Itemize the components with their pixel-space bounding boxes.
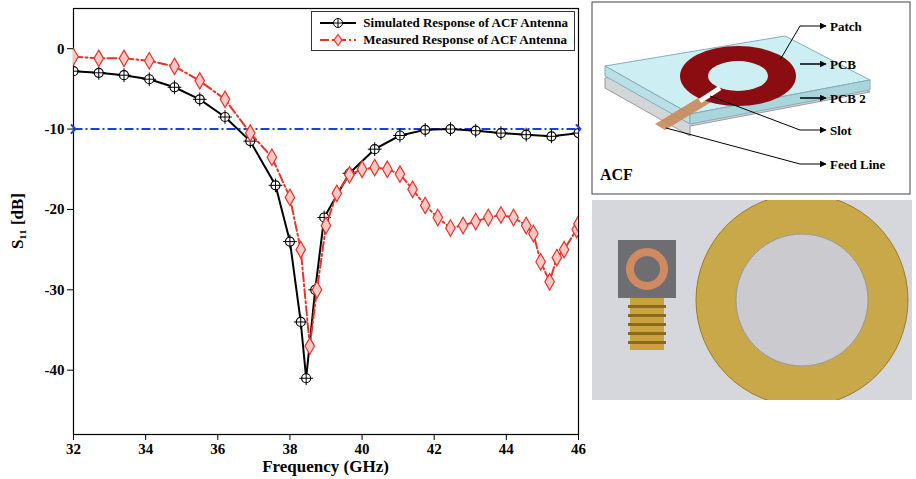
svg-text:-40: -40	[45, 362, 65, 378]
svg-text:PCB 2: PCB 2	[830, 91, 866, 106]
svg-text:42: 42	[427, 441, 442, 457]
svg-text:PCB: PCB	[830, 57, 856, 72]
svg-text:Feed Line: Feed Line	[830, 157, 885, 172]
svg-text:Patch: Patch	[830, 19, 863, 34]
svg-text:38: 38	[282, 441, 297, 457]
svg-text:46: 46	[571, 441, 587, 457]
svg-text:0: 0	[57, 40, 65, 56]
html-text:Simulated Response of ACF Ante: Simulated Response of ACF Antenna	[363, 14, 568, 30]
svg-text:-20: -20	[45, 201, 65, 217]
svg-text:ACF: ACF	[600, 166, 633, 183]
html-text:Measured Response of ACF Anten: Measured Response of ACF Antenna	[363, 31, 567, 47]
html-text:S₁₁ [dB]: S₁₁ [dB]	[8, 193, 27, 249]
svg-text:36: 36	[210, 441, 226, 457]
svg-text:40: 40	[355, 441, 370, 457]
svg-text:32: 32	[66, 441, 81, 457]
svg-text:34: 34	[138, 441, 154, 457]
svg-text:-10: -10	[45, 121, 65, 137]
svg-text:-30: -30	[45, 282, 65, 298]
svg-text:44: 44	[499, 441, 515, 457]
html-text:Frequency (GHz): Frequency (GHz)	[262, 457, 389, 476]
svg-text:Slot: Slot	[830, 123, 852, 138]
